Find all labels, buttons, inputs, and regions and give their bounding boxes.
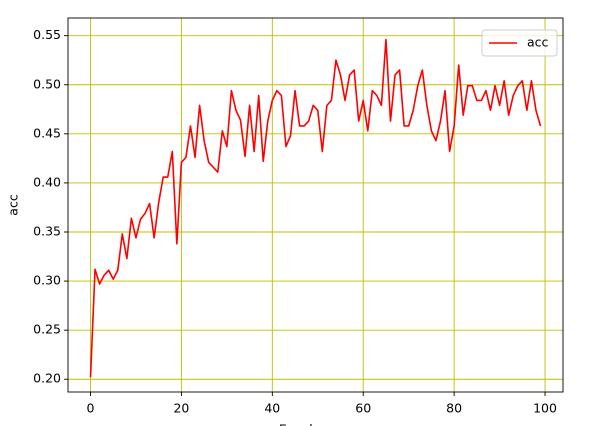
x-axis-label: Epoch (279, 422, 317, 426)
legend-label: acc (527, 35, 549, 50)
x-tick-label: 100 (533, 401, 557, 416)
plot-frame (67, 17, 564, 393)
y-tick-label: 0.50 (33, 76, 61, 91)
y-tick-label: 0.45 (33, 125, 61, 140)
y-tick-label: 0.30 (33, 273, 61, 288)
data-line (89, 38, 542, 378)
y-tick-label: 0.20 (33, 371, 61, 386)
legend-box (481, 29, 558, 57)
x-tick-label: 60 (355, 401, 371, 416)
x-tick-label: 20 (173, 401, 189, 416)
y-tick-label: 0.40 (33, 174, 61, 189)
x-tick-label: 80 (446, 401, 462, 416)
x-tick-label: 40 (264, 401, 280, 416)
y-tick-label: 0.35 (33, 223, 61, 238)
y-axis-label: acc (6, 194, 21, 216)
y-tick-label: 0.25 (33, 322, 61, 337)
x-tick-label: 0 (87, 401, 95, 416)
y-tick-label: 0.55 (33, 27, 61, 42)
